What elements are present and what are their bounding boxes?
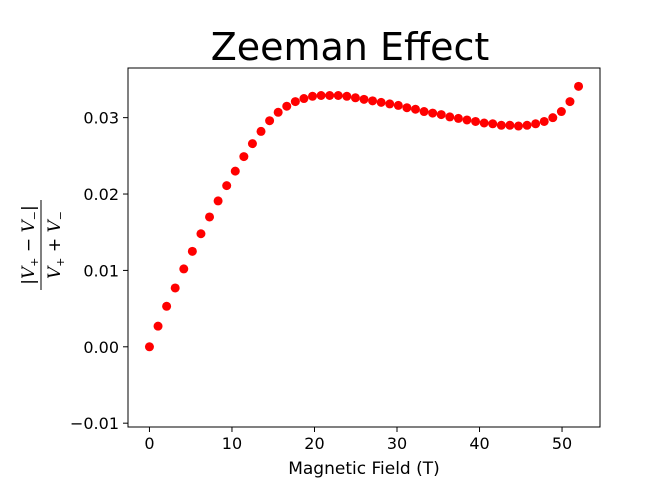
data-point <box>436 110 446 120</box>
data-point <box>522 120 532 130</box>
data-point <box>556 107 566 117</box>
data-point <box>402 103 412 113</box>
ylabel-den-sub2: − <box>54 211 67 220</box>
ylabel-num-v2: V <box>19 218 39 232</box>
ylabel-num-sub1: + <box>28 258 41 267</box>
y-axis-ticks: −0.01 0.00 0.01 0.02 0.03 <box>70 109 128 433</box>
data-point <box>479 118 489 128</box>
data-point <box>153 321 163 331</box>
y-tick-label: 0.02 <box>83 185 119 204</box>
data-point <box>299 94 309 104</box>
data-point <box>368 96 378 106</box>
plot-frame <box>127 67 601 428</box>
data-point <box>496 120 506 130</box>
x-tick-label: 40 <box>469 434 489 453</box>
data-point <box>179 264 189 274</box>
data-point <box>488 119 498 129</box>
data-point <box>342 91 352 101</box>
x-tick-label: 20 <box>304 434 324 453</box>
y-axis-label-numerator: |V+ − V−| <box>19 205 41 285</box>
data-point <box>445 112 455 122</box>
data-point <box>247 139 257 149</box>
data-point <box>385 99 395 109</box>
data-point <box>222 181 232 191</box>
data-point <box>453 113 463 123</box>
data-point <box>428 108 438 118</box>
data-point <box>410 104 420 114</box>
y-tick-label: 0.03 <box>83 109 119 128</box>
data-point <box>256 126 266 136</box>
data-point <box>393 100 403 110</box>
data-point <box>350 93 360 103</box>
data-point <box>505 120 515 130</box>
data-point <box>290 97 300 107</box>
data-point <box>325 91 335 100</box>
x-axis-ticks: 0 10 20 30 40 50 <box>144 427 572 453</box>
data-point <box>462 115 472 125</box>
data-point <box>196 229 206 239</box>
data-point <box>471 116 481 126</box>
data-point <box>170 283 180 293</box>
x-tick-label: 10 <box>222 434 242 453</box>
y-tick-label: −0.01 <box>70 414 119 433</box>
ylabel-num-bar-left: | <box>19 279 39 285</box>
data-point <box>539 116 549 126</box>
data-point <box>308 91 318 101</box>
y-tick-label: 0.01 <box>83 261 119 280</box>
data-point <box>531 119 541 129</box>
data-points <box>144 81 584 352</box>
data-point <box>316 91 326 100</box>
y-axis-label: |V+ − V−| V+ + V− <box>19 200 67 290</box>
data-point <box>565 97 575 107</box>
data-point <box>273 107 283 117</box>
ylabel-den-op: + <box>45 232 65 257</box>
chart-title: Zeeman Effect <box>211 25 490 69</box>
data-point <box>333 91 343 100</box>
x-tick-label: 30 <box>387 434 407 453</box>
data-point <box>205 212 215 222</box>
data-point <box>213 196 223 206</box>
data-point <box>162 301 172 311</box>
data-point <box>419 107 429 117</box>
data-point <box>230 166 240 176</box>
ylabel-num-op: − <box>19 232 39 257</box>
ylabel-den-v2: V <box>45 218 65 232</box>
ylabel-num-v1: V <box>19 265 39 279</box>
data-point <box>376 97 386 107</box>
data-point <box>359 94 369 104</box>
x-tick-label: 50 <box>552 434 572 453</box>
data-point <box>548 113 558 123</box>
data-point <box>187 246 197 256</box>
data-point <box>513 121 523 131</box>
data-point <box>239 152 249 162</box>
ylabel-num-sub2: − <box>28 211 41 220</box>
data-point <box>144 342 154 352</box>
y-axis-label-denominator: V+ + V− <box>45 211 67 279</box>
data-point <box>282 101 292 111</box>
ylabel-den-v1: V <box>45 265 65 279</box>
data-point <box>574 81 584 91</box>
ylabel-num-bar-right: | <box>19 205 39 211</box>
data-point <box>265 116 275 126</box>
ylabel-den-sub1: + <box>54 258 67 267</box>
x-tick-label: 0 <box>144 434 154 453</box>
x-axis-label: Magnetic Field (T) <box>288 459 440 479</box>
y-tick-label: 0.00 <box>83 338 119 357</box>
